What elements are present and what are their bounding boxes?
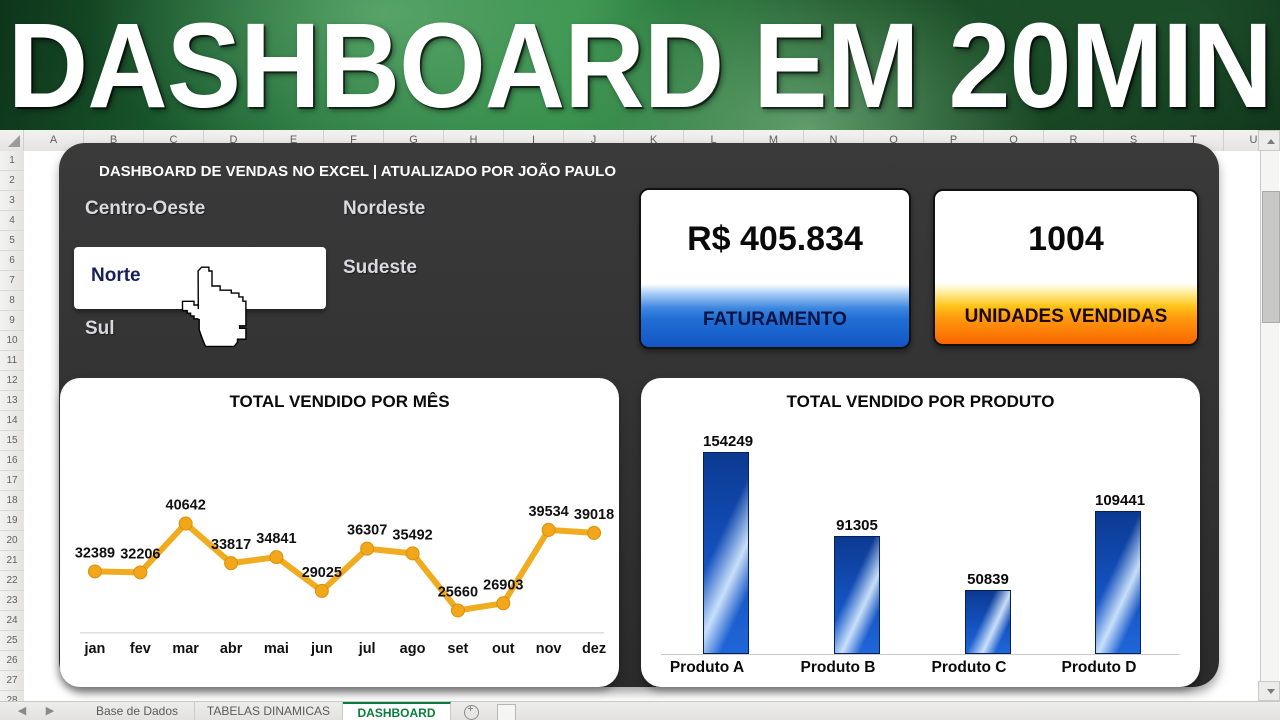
svg-text:32206: 32206	[120, 546, 160, 562]
svg-text:33817: 33817	[211, 537, 251, 553]
svg-text:35492: 35492	[392, 527, 432, 543]
svg-text:dez: dez	[582, 641, 606, 657]
svg-text:mar: mar	[172, 641, 199, 657]
svg-text:29025: 29025	[302, 565, 342, 581]
svg-text:39534: 39534	[529, 504, 569, 520]
svg-text:out: out	[492, 641, 515, 657]
svg-text:40642: 40642	[166, 498, 206, 514]
svg-text:34841: 34841	[256, 531, 296, 547]
svg-text:ago: ago	[400, 641, 426, 657]
svg-text:nov: nov	[536, 641, 562, 657]
svg-text:26903: 26903	[483, 577, 523, 593]
svg-text:36307: 36307	[347, 523, 387, 539]
svg-text:39018: 39018	[574, 507, 614, 523]
svg-text:mai: mai	[264, 641, 289, 657]
svg-text:jun: jun	[310, 641, 333, 657]
svg-text:set: set	[447, 641, 468, 657]
svg-text:jul: jul	[358, 641, 376, 657]
svg-text:32389: 32389	[75, 545, 115, 561]
svg-text:jan: jan	[83, 641, 105, 657]
svg-text:25660: 25660	[438, 584, 478, 600]
svg-text:fev: fev	[130, 641, 151, 657]
svg-text:abr: abr	[220, 641, 243, 657]
